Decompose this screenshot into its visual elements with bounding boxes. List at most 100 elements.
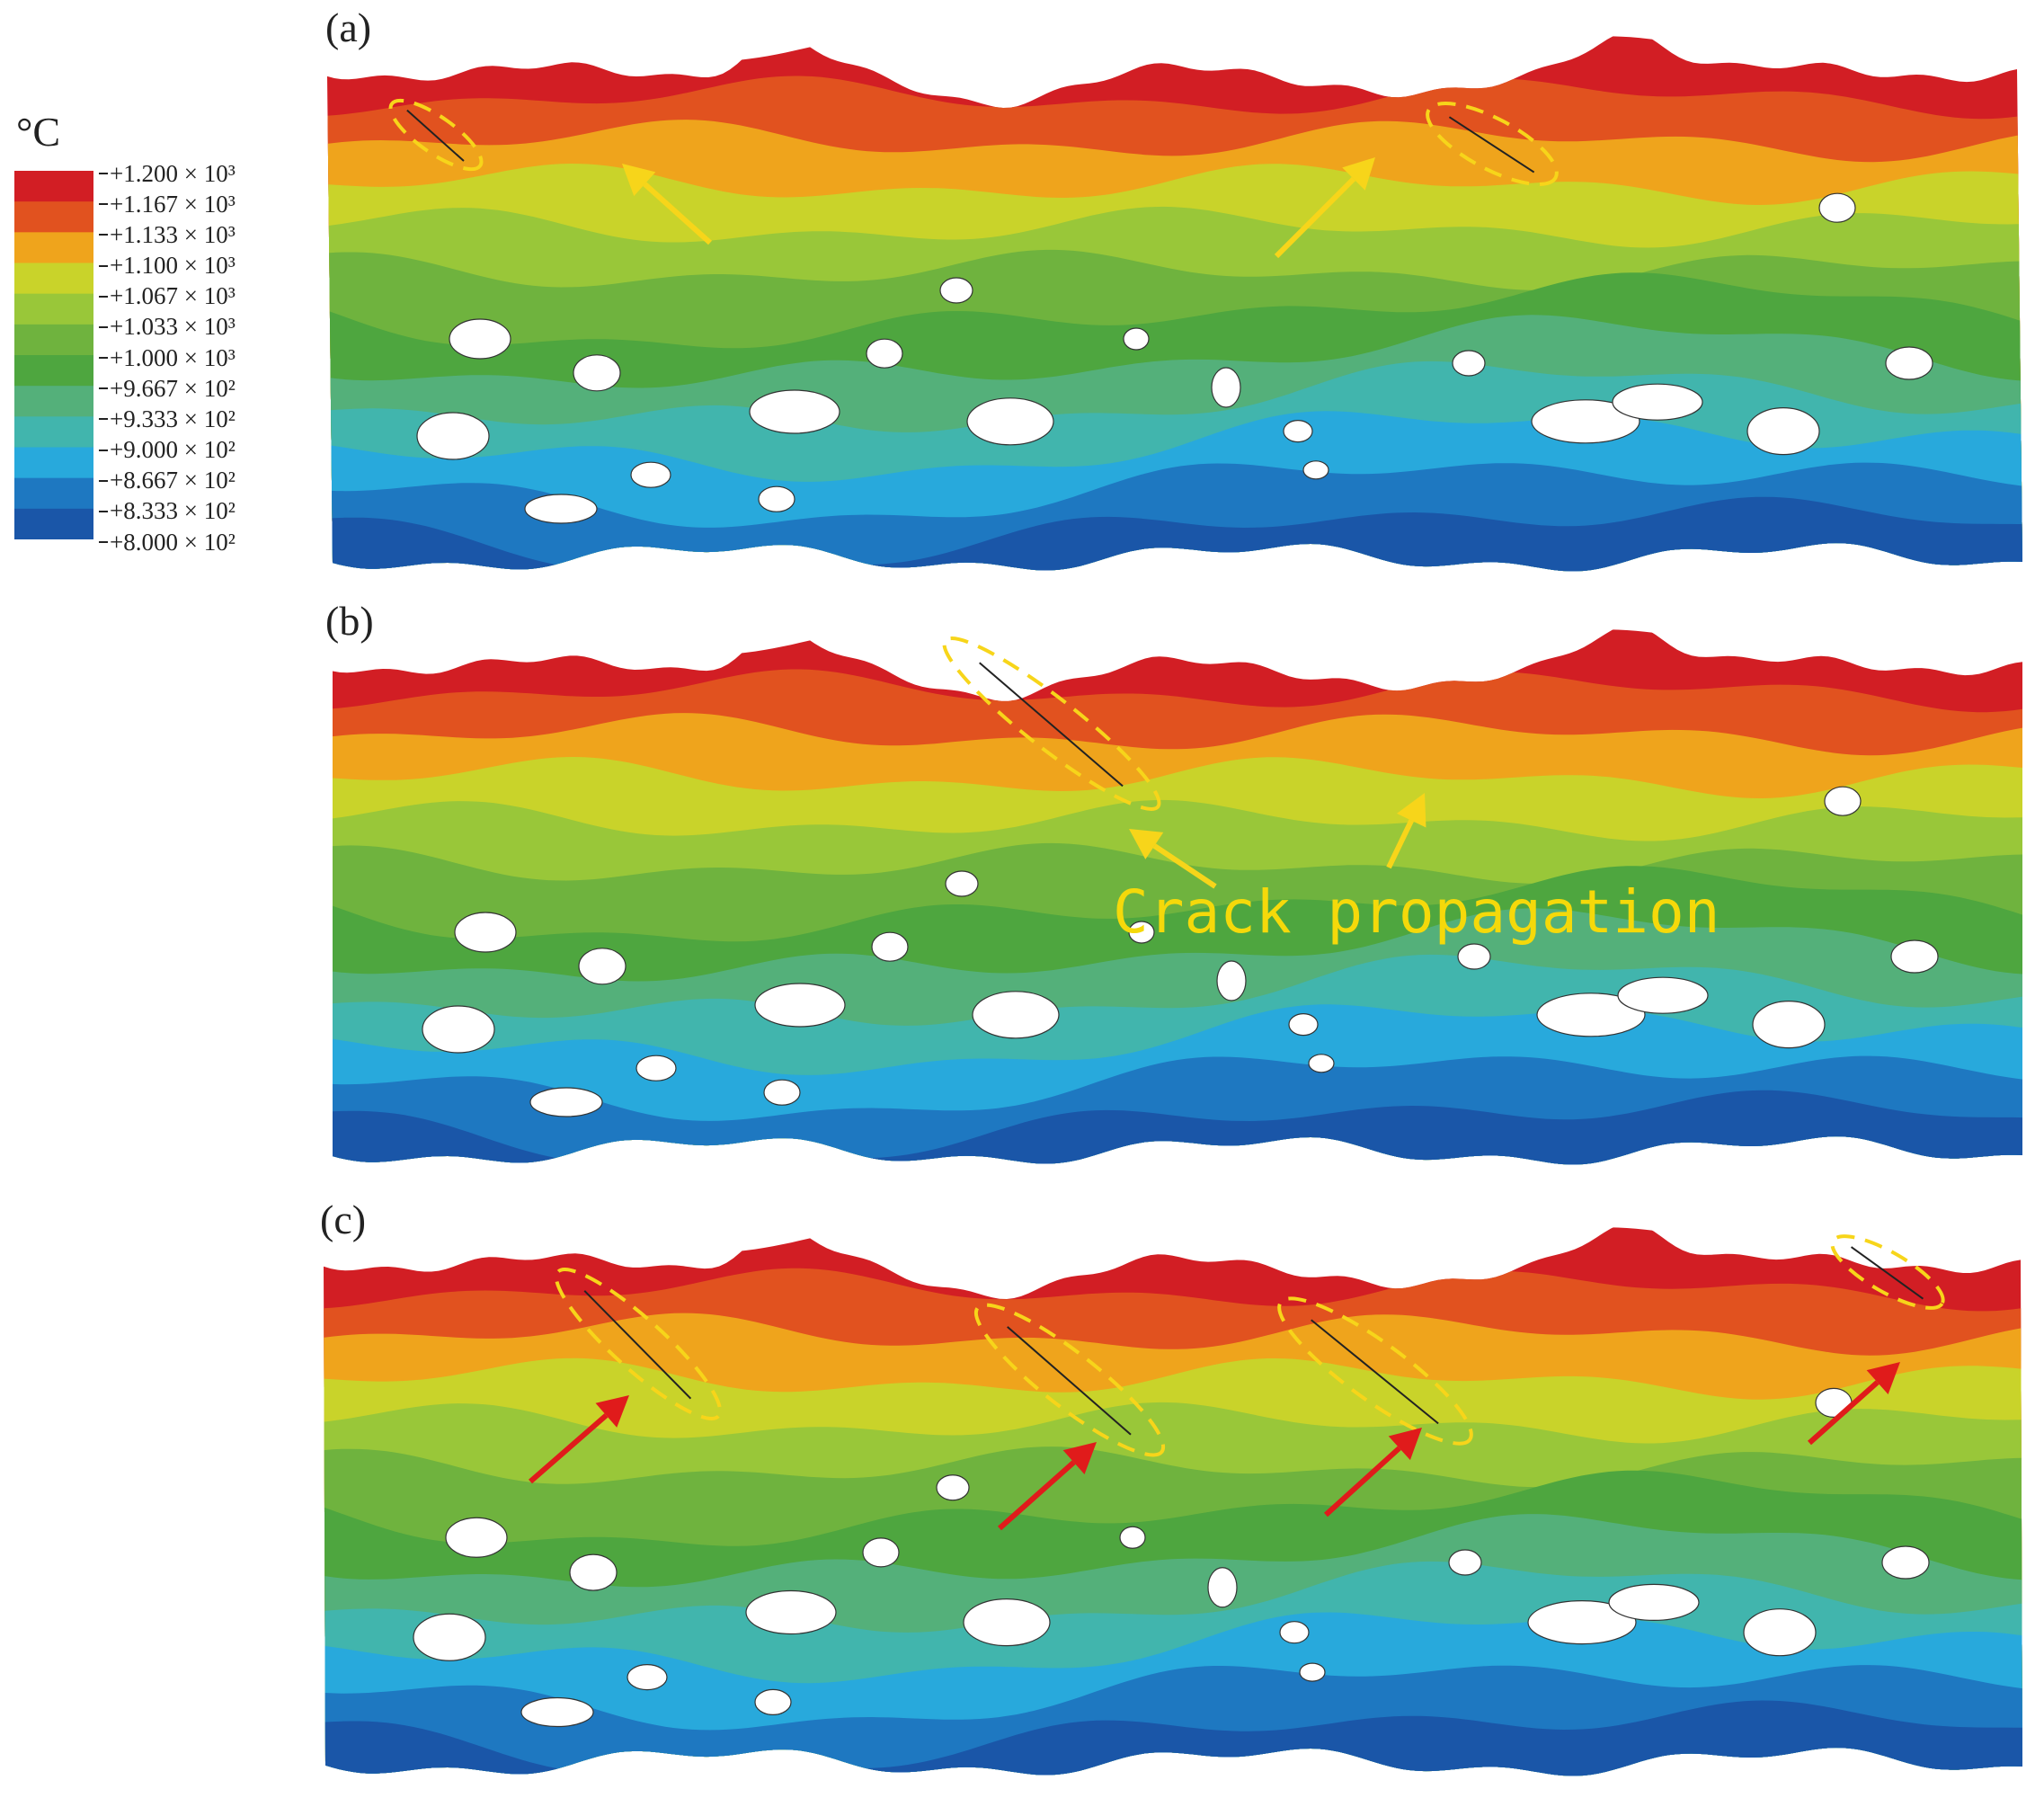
pore [454,912,517,953]
legend-entry-label: +8.000 × 10² [110,528,236,556]
pore [1617,976,1709,1014]
pore [1608,1583,1700,1621]
pore [529,1087,603,1117]
pore [635,1055,677,1081]
legend-entry-label: +9.000 × 10² [110,436,236,463]
pore [749,389,840,434]
pore [763,1079,801,1106]
legend-tick [99,510,108,512]
pore [416,412,490,460]
pore [520,1696,594,1728]
legend-entry: +1.133 × 10³ [99,221,236,248]
crack-line [583,1290,692,1400]
legend-entry: +8.333 × 10² [99,497,236,525]
pore [1612,383,1703,421]
legend-entry-label: +1.200 × 10³ [110,159,236,187]
legend-swatch [14,324,93,356]
legend-entry: +1.000 × 10³ [99,344,236,371]
pore [1885,346,1933,380]
legend-entry: +1.100 × 10³ [99,252,236,280]
legend-color-bar [14,171,93,539]
legend-entry-label: +8.333 × 10² [110,497,236,525]
pore [1302,460,1329,480]
pore [449,318,511,360]
pore [1207,1567,1238,1608]
panel-label-b: (b) [325,598,374,644]
legend-entry-label: +9.667 × 10² [110,374,236,402]
legend-entry: +1.200 × 10³ [99,160,236,187]
pore [945,870,979,897]
pore [862,1537,900,1568]
temperature-field-a [327,32,2022,572]
legend-tick [99,325,108,328]
pore [578,948,627,985]
legend-entry-label: +1.100 × 10³ [110,252,236,279]
yellow-arrow [1386,793,1426,869]
pore [445,1517,508,1558]
pore [1881,1545,1930,1580]
pore [1531,399,1640,444]
red-arrow [998,1442,1097,1531]
pore [1299,1662,1326,1682]
legend-entry-label: +1.000 × 10³ [110,343,236,371]
panel-b: (b) Crack propagation [315,593,2040,1187]
pore [966,397,1054,446]
legend-swatch [14,263,93,295]
crack-line [1311,1319,1439,1425]
pore [573,354,621,392]
pore [1457,943,1491,970]
pore [1211,367,1241,408]
panel-label-a: (a) [325,4,372,50]
legend-swatch [14,355,93,387]
pore [1216,960,1247,1001]
crack-line [1448,116,1535,174]
crack-propagation-label: Crack propagation [1113,877,1720,947]
crack-outline [1426,102,1559,186]
legend-entry-label: +8.667 × 10² [110,467,236,494]
temperature-field-b [333,626,2022,1165]
legend-tick [99,449,108,451]
red-arrow [1808,1362,1900,1446]
pore [1123,327,1150,351]
pore [866,338,903,369]
pore [1752,1001,1826,1049]
legend-entry: +1.033 × 10³ [99,313,236,341]
legend-swatch [14,477,93,510]
legend-tick [99,387,108,390]
pore [569,1553,618,1591]
legend-swatch [14,171,93,202]
pore [972,991,1060,1039]
pore [1279,1621,1310,1644]
pore [627,1664,668,1691]
legend-tick [99,234,108,236]
red-arrow [529,1395,629,1484]
legend-labels: +1.200 × 10³ +1.167 × 10³ +1.133 × 10³ +1.1… [99,160,306,556]
pore [963,1598,1051,1647]
pore [1743,1608,1817,1657]
crack-outline [388,98,484,172]
pore [754,1688,792,1716]
panel-a: (a) [315,0,2040,593]
pore [524,494,598,524]
yellow-arrow [1274,157,1375,259]
legend-swatch [14,201,93,233]
yellow-arrow [1129,829,1217,889]
pore [1746,407,1820,456]
legend-entry: +8.667 × 10² [99,467,236,494]
crack-outline [973,1303,1166,1457]
crack-line [979,662,1124,788]
legend-entry: +1.067 × 10³ [99,282,236,310]
legend-tick [99,418,108,421]
pore [1308,1054,1335,1073]
red-arrow [1323,1428,1422,1518]
pore [1283,420,1313,443]
legend-swatch [14,447,93,479]
pore [1128,921,1155,944]
pore [745,1589,837,1635]
legend-entry: +9.000 × 10² [99,436,236,464]
pore [1890,939,1939,974]
pore [1824,786,1862,816]
pore [754,983,846,1028]
legend-entry: +8.000 × 10² [99,529,236,556]
legend-swatch [14,293,93,325]
